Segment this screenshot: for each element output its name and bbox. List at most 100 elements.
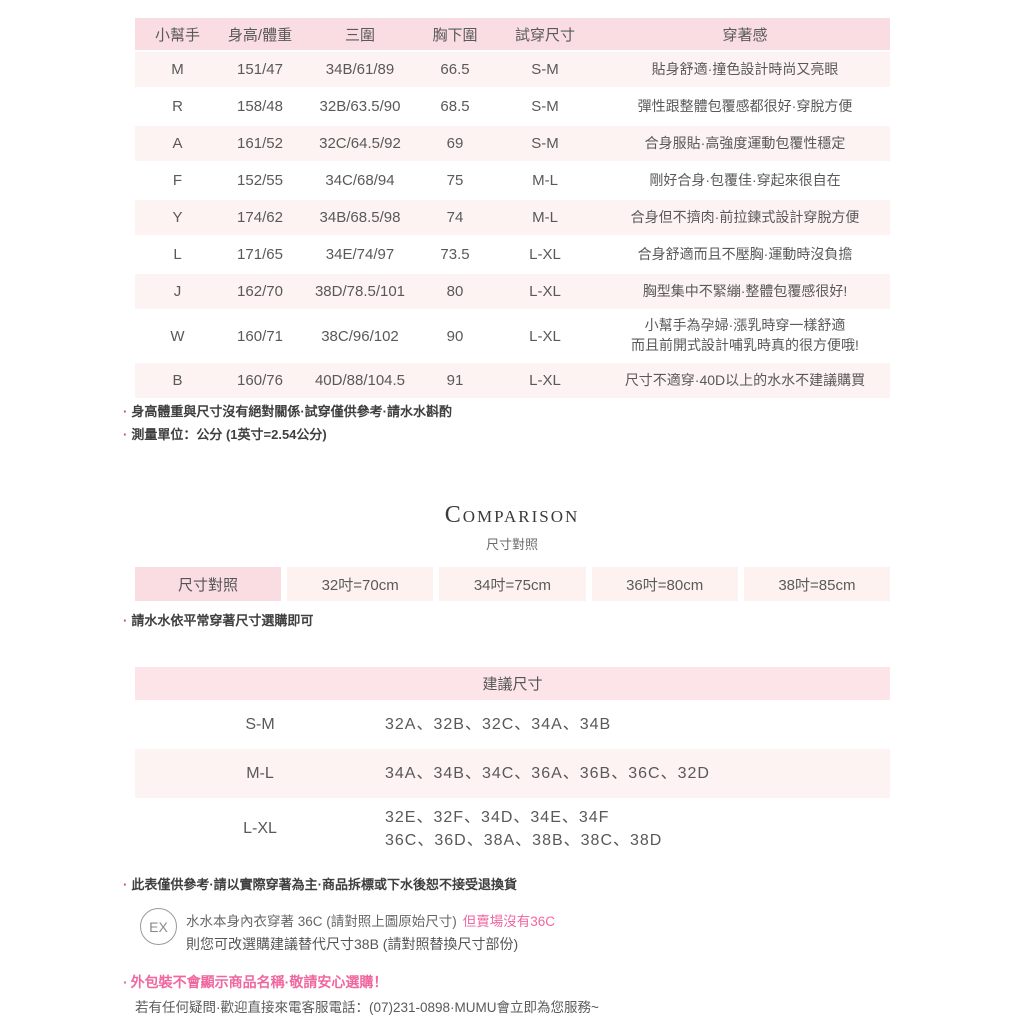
table-row: J 162/70 38D/78.5/101 80 L-XL 胸型集中不緊繃·整體…	[135, 272, 890, 309]
cell-fitting-size: L-XL	[529, 246, 561, 263]
cell-feel: 合身服貼·高強度運動包覆性穩定	[644, 134, 846, 151]
col-header-underbust: 胸下圍	[432, 26, 478, 44]
cell-height-weight: 152/55	[237, 172, 283, 189]
cell-measurements: 38D/78.5/101	[314, 283, 406, 300]
comparison-note: · 請水水依平常穿著尺寸選購即可	[123, 610, 313, 629]
comparison-cell: 38吋=85cm	[743, 567, 890, 601]
table-row: M 151/47 34B/61/89 66.5 S-M 貼身舒適·撞色設計時尚又…	[135, 50, 890, 87]
comparison-cell: 34吋=75cm	[439, 567, 586, 601]
cell-height-weight: 160/71	[237, 327, 283, 345]
cell-helper: A	[172, 135, 183, 152]
cell-underbust: 66.5	[440, 61, 470, 78]
table-row: B 160/76 40D/88/104.5 91 L-XL 尺寸不適穿·40D以…	[135, 361, 890, 398]
comparison-heading: Comparison 尺寸對照	[0, 502, 1024, 553]
footer-pink-note: · 外包裝不會顯示商品名稱·敬請安心選購！	[123, 972, 387, 992]
cell-feel: 小幫手為孕婦·漲乳時穿一樣舒適 而且前開式設計哺乳時真的很方便哦!	[631, 317, 859, 353]
ex-line2: 則您可改選購建議替代尺寸38B (請對照替換尺寸部份)	[186, 936, 519, 952]
suggestion-values: 32A、32B、32C、34A、34B	[385, 715, 612, 733]
cell-feel: 剛好合身·包覆佳·穿起來很自在	[649, 171, 841, 188]
col-header-feel: 穿著感	[722, 26, 768, 44]
comparison-cell: 36吋=80cm	[591, 567, 738, 601]
cell-height-weight: 174/62	[237, 209, 283, 226]
cell-underbust: 73.5	[440, 246, 470, 263]
comparison-note-text: 請水水依平常穿著尺寸選購即可	[131, 613, 314, 628]
cell-height-weight: 151/47	[237, 61, 283, 78]
table-note-1-text: 身高體重與尺寸沒有絕對關係·試穿僅供參考·請水水斟酌	[131, 404, 453, 419]
cell-measurements: 34E/74/97	[325, 246, 395, 263]
cell-fitting-size: L-XL	[529, 283, 561, 300]
ex-line1: 水水本身內衣穿著 36C (請對照上圖原始尺寸) 但賣場沒有36C	[186, 911, 555, 933]
cell-height-weight: 161/52	[237, 135, 283, 152]
table-row: F 152/55 34C/68/94 75 M-L 剛好合身·包覆佳·穿起來很自…	[135, 161, 890, 198]
note-bullet: ·	[123, 877, 128, 892]
cell-height-weight: 162/70	[237, 283, 283, 300]
cell-feel: 尺寸不適穿·40D以上的水水不建議購買	[624, 371, 866, 388]
cell-measurements: 34C/68/94	[325, 172, 395, 189]
cell-fitting-size: L-XL	[529, 327, 561, 345]
cell-height-weight: 171/65	[237, 246, 283, 263]
suggestion-values: 32E、32F、34D、34E、34F 36C、36D、38A、38B、38C、…	[385, 808, 663, 849]
suggestion-rows: S-M 32A、32B、32C、34A、34B M-L 34A、34B、34C、…	[135, 700, 890, 860]
table-row: L 171/65 34E/74/97 73.5 L-XL 合身舒適而且不壓胸·運…	[135, 235, 890, 272]
suggestion-values: 34A、34B、34C、36A、36B、36C、32D	[385, 764, 710, 782]
ex-line1-gray: 水水本身內衣穿著 36C (請對照上圖原始尺寸)	[186, 914, 457, 929]
cell-helper: R	[172, 98, 183, 115]
cell-helper: L	[173, 246, 182, 263]
col-header-helper: 小幫手	[154, 26, 200, 44]
table-note-2-text: 測量單位：公分 (1英寸=2.54公分)	[131, 427, 327, 442]
cell-helper: F	[172, 172, 183, 189]
cell-measurements: 32B/63.5/90	[319, 98, 401, 115]
cell-measurements: 40D/88/104.5	[314, 372, 406, 389]
cell-underbust: 69	[446, 135, 464, 152]
cell-feel: 彈性跟整體包覆感都很好·穿脫方便	[637, 97, 853, 114]
cell-feel: 貼身舒適·撞色設計時尚又亮眼	[651, 60, 839, 77]
ex-text-block: 水水本身內衣穿著 36C (請對照上圖原始尺寸) 但賣場沒有36C 則您可改選購建…	[186, 911, 555, 955]
comparison-subtitle: 尺寸對照	[485, 537, 538, 552]
ex-line1-pink: 但賣場沒有36C	[462, 914, 556, 929]
comparison-cell: 32吋=70cm	[287, 567, 434, 601]
table-row: R 158/48 32B/63.5/90 68.5 S-M 彈性跟整體包覆感都很…	[135, 87, 890, 124]
cell-height-weight: 160/76	[237, 372, 283, 389]
cell-helper: M	[171, 61, 184, 78]
cell-helper: W	[170, 327, 185, 345]
note-bullet: ·	[123, 974, 128, 990]
cell-fitting-size: S-M	[531, 98, 559, 115]
cell-feel: 合身但不擠肉·前拉鍊式設計穿脫方便	[630, 208, 860, 225]
cell-underbust: 91	[446, 372, 464, 389]
cell-feel: 合身舒適而且不壓胸·運動時沒負擔	[637, 245, 853, 262]
note-bullet: ·	[123, 404, 128, 419]
col-header-measurements: 三圍	[344, 26, 375, 44]
cell-feel: 胸型集中不緊繃·整體包覆感很好!	[642, 282, 848, 299]
size-table: 小幫手 身高/體重 三圍 胸下圍 試穿尺寸 穿著感 M 151/47 34B/6…	[135, 18, 890, 398]
suggestion-row: M-L 34A、34B、34C、36A、36B、36C、32D	[135, 749, 890, 798]
note-bullet: ·	[123, 613, 128, 628]
col-header-height-weight: 身高/體重	[227, 26, 293, 44]
suggestion-note: · 此表僅供參考·請以實際穿著為主·商品拆標或下水後恕不接受退換貨	[123, 874, 517, 893]
cell-helper: J	[173, 283, 182, 300]
cell-measurements: 34B/61/89	[325, 61, 395, 78]
cell-underbust: 75	[446, 172, 464, 189]
comparison-row-label: 尺寸對照	[135, 567, 281, 601]
cell-measurements: 38C/96/102	[321, 327, 399, 345]
col-header-fitting-size: 試穿尺寸	[514, 26, 575, 44]
comparison-title: Comparison	[444, 502, 580, 528]
comparison-strip: 尺寸對照 32吋=70cm 34吋=75cm 36吋=80cm 38吋=85cm	[135, 567, 890, 601]
ex-badge: EX	[140, 908, 177, 945]
cell-underbust: 74	[446, 209, 464, 226]
suggestion-size-label: M-L	[246, 764, 274, 782]
cell-fitting-size: L-XL	[529, 372, 561, 389]
note-bullet: ·	[123, 427, 128, 442]
suggestion-row: S-M 32A、32B、32C、34A、34B	[135, 700, 890, 749]
cell-underbust: 68.5	[440, 98, 470, 115]
suggestion-size-label: L-XL	[243, 820, 277, 837]
cell-underbust: 80	[446, 283, 464, 300]
cell-height-weight: 158/48	[237, 98, 283, 115]
table-note-2: · 測量單位：公分 (1英寸=2.54公分)	[123, 424, 327, 443]
footer-pink-note-text: 外包裝不會顯示商品名稱·敬請安心選購！	[130, 974, 388, 990]
suggestion-title-band: 建議尺寸	[135, 667, 890, 700]
cell-helper: B	[172, 372, 183, 389]
cell-fitting-size: S-M	[531, 61, 559, 78]
cell-measurements: 32C/64.5/92	[319, 135, 401, 152]
cell-fitting-size: M-L	[532, 172, 558, 189]
